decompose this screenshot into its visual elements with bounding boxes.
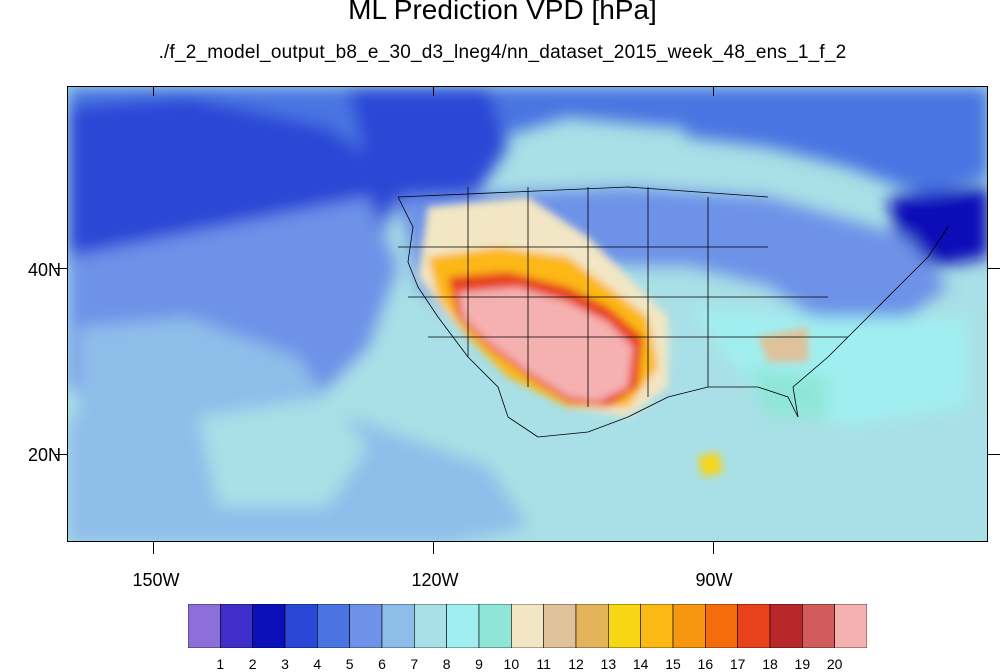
color-legend-swatch	[575, 604, 609, 648]
axis-tick	[153, 86, 154, 96]
color-legend-swatch	[737, 604, 771, 648]
color-legend-swatch	[446, 604, 480, 648]
color-legend-tick-label: 6	[378, 656, 386, 672]
color-legend-tick-label: 5	[345, 656, 354, 672]
color-legend-tick-label: 9	[475, 656, 483, 672]
color-legend-tick-label: 18	[762, 656, 778, 672]
lon-label-90w: 90W	[695, 570, 733, 590]
color-legend-swatch	[414, 604, 447, 648]
axis-tick	[713, 86, 714, 96]
color-legend-swatch	[640, 604, 674, 648]
color-legend-swatch	[672, 604, 706, 648]
color-legend-swatch	[543, 604, 577, 648]
color-legend-swatch	[252, 604, 286, 648]
color-legend-tick-label: 11	[536, 656, 551, 672]
color-legend-swatch	[802, 604, 835, 648]
axis-tick	[433, 542, 434, 554]
color-legend-tick-label: 20	[826, 656, 843, 672]
color-legend-swatch	[705, 604, 738, 648]
color-legend-swatch	[608, 604, 641, 648]
color-legend-swatch	[284, 604, 318, 648]
color-legend-tick-label: 2	[248, 656, 257, 672]
color-legend-tick-label: 17	[729, 656, 746, 672]
axis-tick	[55, 454, 67, 455]
map-title: ML Prediction VPD [hPa]	[348, 0, 657, 25]
color-legend-tick-label: 19	[794, 656, 811, 672]
axis-tick	[433, 86, 434, 96]
color-legend-tick-label: 15	[665, 656, 681, 672]
color-legend-swatch	[381, 604, 415, 648]
color-legend-tick-label: 8	[442, 656, 451, 672]
lat-label-40n: 40N	[28, 260, 62, 280]
axis-tick	[988, 454, 1000, 455]
map-field	[68, 87, 987, 541]
axis-tick	[988, 268, 1000, 269]
color-legend-swatch	[317, 604, 350, 648]
color-legend-tick-label: 3	[281, 656, 289, 672]
color-legend-swatch	[478, 604, 512, 648]
lat-label-20n: 20N	[28, 445, 62, 465]
color-legend-tick-label: 14	[632, 656, 649, 672]
color-legend-tick-label: 7	[410, 656, 419, 672]
lon-label-120w: 120W	[411, 570, 459, 590]
color-legend-tick-label: 12	[568, 656, 584, 672]
lon-label-150w: 150W	[132, 570, 180, 590]
color-legend-swatch	[511, 604, 544, 648]
color-legend-swatch	[188, 604, 221, 648]
color-legend-swatch	[349, 604, 383, 648]
color-legend-swatch	[834, 604, 867, 648]
color-legend-tick-label: 16	[697, 656, 714, 672]
map-subtitle: ./f_2_model_output_b8_e_30_d3_lneg4/nn_d…	[158, 42, 847, 63]
color-legend-swatch	[220, 604, 253, 648]
axis-tick	[153, 542, 154, 554]
color-legend-tick-label: 10	[503, 656, 520, 672]
color-legend-tick-label: 4	[313, 656, 322, 672]
axis-tick	[55, 268, 67, 269]
vpd-map	[67, 86, 988, 542]
color-legend	[188, 604, 867, 648]
color-legend-tick-label: 1	[216, 656, 225, 672]
axis-tick	[713, 542, 714, 554]
color-legend-swatch	[769, 604, 803, 648]
color-legend-tick-label: 13	[600, 656, 617, 672]
